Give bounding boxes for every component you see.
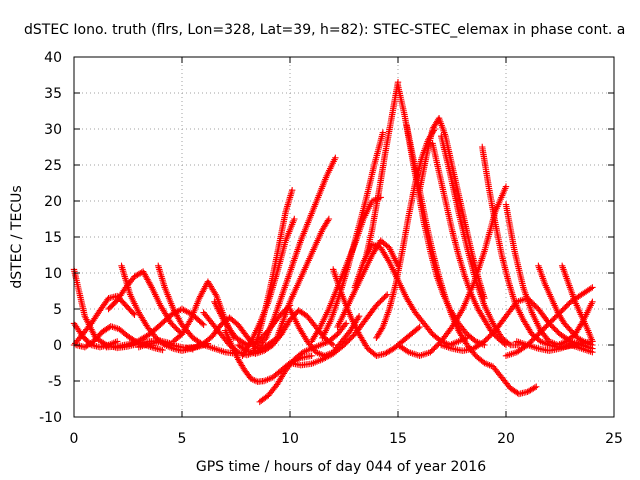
data-series (256, 320, 350, 406)
data-point-marker (344, 337, 352, 345)
y-axis-label: dSTEC / TECUs (9, 185, 25, 288)
y-tick-label: 0 (53, 338, 62, 354)
data-point-marker (378, 296, 385, 304)
data-point-marker (168, 320, 175, 327)
data-point-marker (159, 346, 166, 354)
x-tick-label: 10 (281, 431, 299, 447)
data-point-marker (261, 336, 269, 343)
data-point-marker (324, 217, 332, 224)
x-tick-label: 0 (70, 431, 79, 447)
data-point-marker (384, 291, 391, 298)
x-tick-label: 25 (605, 431, 623, 447)
data-point-marker (341, 321, 349, 329)
data-point-marker (342, 320, 350, 327)
data-point-marker (330, 341, 337, 349)
y-tick-label: 40 (44, 50, 62, 66)
chart-title: dSTEC Iono. truth (flrs, Lon=328, Lat=39… (24, 22, 625, 38)
y-tick-label: 25 (44, 158, 62, 174)
data-series (273, 215, 333, 341)
data-point-marker (173, 325, 180, 332)
data-point-marker (291, 215, 298, 223)
data-point-marker (172, 324, 179, 331)
y-tick-label: -10 (39, 410, 62, 426)
data-point-marker (251, 377, 258, 384)
data-point-marker (382, 292, 390, 300)
y-tick-label: 10 (44, 266, 62, 282)
y-tick-label: 5 (53, 302, 62, 318)
data-point-marker (340, 341, 348, 349)
data-point-marker (346, 336, 353, 343)
data-series (70, 292, 138, 349)
data-point-marker (170, 322, 178, 330)
x-axis-label: GPS time / hours of day 044 of year 2016 (196, 459, 486, 475)
x-tick-label: 15 (389, 431, 407, 447)
y-tick-label: 20 (44, 194, 62, 210)
data-point-marker (308, 352, 315, 359)
data-series (105, 268, 186, 338)
data-point-marker (348, 333, 356, 341)
data-point-marker (288, 187, 296, 194)
data-point-marker (278, 310, 286, 317)
data-point-marker (332, 154, 339, 161)
data-point-marker (375, 299, 383, 306)
data-point-marker (200, 321, 207, 329)
y-tick-label: 30 (44, 122, 62, 138)
data-point-marker (342, 340, 349, 347)
data-point-marker (374, 300, 381, 308)
data-point-marker (343, 339, 350, 346)
data-layer (70, 79, 596, 406)
data-point-marker (169, 321, 176, 328)
y-tick-label: 15 (44, 230, 62, 246)
data-point-marker (199, 320, 206, 327)
data-series (250, 187, 296, 356)
data-series (254, 154, 339, 352)
y-tick-label: 35 (44, 86, 62, 102)
data-point-marker (381, 294, 388, 301)
data-point-marker (325, 215, 333, 223)
data-point-marker (373, 302, 380, 309)
data-point-marker (130, 310, 137, 317)
data-point-marker (355, 313, 363, 320)
x-tick-label: 5 (178, 431, 187, 447)
data-series (362, 79, 402, 262)
data-series (155, 262, 240, 357)
data-series (222, 327, 315, 385)
data-series (416, 115, 488, 302)
data-point-marker (347, 335, 354, 342)
data-point-marker (377, 298, 384, 305)
x-tick-label: 20 (497, 431, 515, 447)
grid-layer (74, 57, 614, 417)
data-series (103, 305, 207, 351)
y-tick-label: -5 (48, 374, 62, 390)
data-point-marker (131, 311, 138, 318)
data-point-marker (379, 295, 387, 302)
data-series (286, 291, 391, 369)
data-point-marker (174, 326, 182, 334)
